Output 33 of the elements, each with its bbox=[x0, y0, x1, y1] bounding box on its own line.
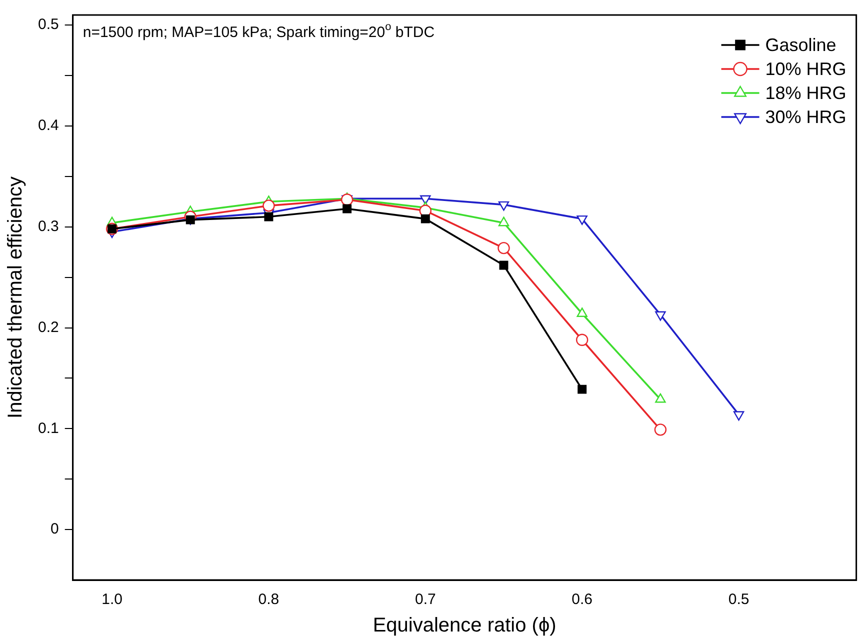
legend-label: 30% HRG bbox=[765, 106, 846, 127]
point bbox=[420, 214, 430, 224]
point bbox=[576, 215, 588, 225]
y-tick-label: 0.2 bbox=[38, 318, 59, 336]
point bbox=[342, 204, 352, 214]
x-tick-label: 1.0 bbox=[102, 591, 122, 608]
point bbox=[733, 411, 744, 421]
y-axis-title: Indicated thermal efficiency bbox=[4, 176, 27, 418]
y-tick-label: 0.5 bbox=[38, 16, 59, 34]
x-tick-label: 0.6 bbox=[572, 591, 593, 608]
legend-label: 10% HRG bbox=[765, 58, 846, 79]
y-tick-label: 0.4 bbox=[38, 117, 59, 134]
y-tick-label: 0.1 bbox=[38, 420, 59, 437]
point bbox=[578, 384, 587, 394]
point bbox=[655, 393, 666, 403]
point bbox=[498, 216, 510, 226]
point bbox=[655, 311, 666, 321]
y-tick-label: 0.3 bbox=[38, 218, 59, 236]
point bbox=[576, 334, 588, 346]
point bbox=[262, 200, 275, 212]
x-axis-title: Equivalence ratio (ϕ) bbox=[372, 614, 556, 637]
point bbox=[499, 260, 508, 270]
x-tick-label: 0.5 bbox=[728, 591, 750, 608]
x-tick-label: 0.7 bbox=[414, 591, 436, 608]
point bbox=[498, 201, 510, 211]
legend-label: Gasoline bbox=[765, 34, 836, 55]
legend-label: 18% HRG bbox=[765, 82, 846, 103]
point bbox=[576, 308, 588, 317]
y-tick-label: 0 bbox=[50, 520, 59, 538]
point bbox=[654, 424, 667, 436]
point bbox=[264, 212, 274, 222]
x-tick-label: 0.8 bbox=[258, 591, 280, 608]
point bbox=[498, 242, 510, 254]
